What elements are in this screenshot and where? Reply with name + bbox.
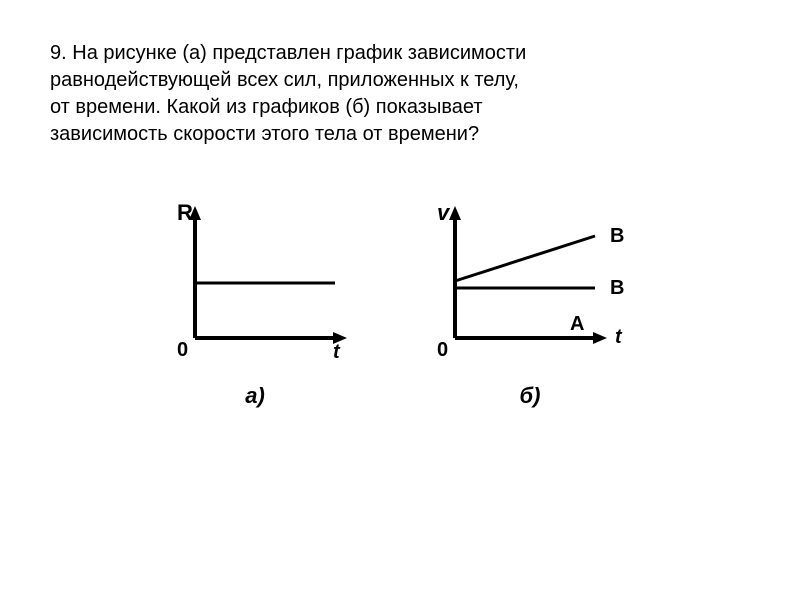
question-text: 9. На рисунке (а) представлен график зав… [50, 40, 750, 148]
chart-b-xlabel: t [615, 326, 623, 348]
chart-b-line3-label: А [570, 313, 584, 335]
chart-a: R 0 t [155, 198, 355, 368]
chart-a-ylabel: R [177, 200, 193, 225]
chart-a-origin: 0 [177, 339, 188, 361]
chart-a-wrapper: R 0 t а) [155, 198, 355, 409]
question-number: 9. [50, 42, 67, 64]
chart-a-panel-label: а) [245, 383, 265, 409]
chart-b-panel-label: б) [520, 383, 541, 409]
chart-b-line2-label: В [610, 277, 624, 299]
chart-b-origin: 0 [437, 339, 448, 361]
charts-container: R 0 t а) В В А v 0 t б) [50, 198, 750, 409]
chart-b: В В А v 0 t [415, 198, 645, 368]
chart-a-xlabel: t [333, 341, 341, 363]
question-line4: зависимость скорости этого тела от време… [50, 123, 479, 145]
chart-b-ylabel: v [437, 200, 451, 225]
chart-b-wrapper: В В А v 0 t б) [415, 198, 645, 409]
question-line2: равнодействующей всех сил, приложенных к… [50, 69, 519, 91]
question-line3: от времени. Какой из графиков (б) показы… [50, 96, 482, 118]
question-line1: На рисунке (а) представлен график зависи… [72, 42, 526, 64]
chart-b-line1-label: В [610, 225, 624, 247]
